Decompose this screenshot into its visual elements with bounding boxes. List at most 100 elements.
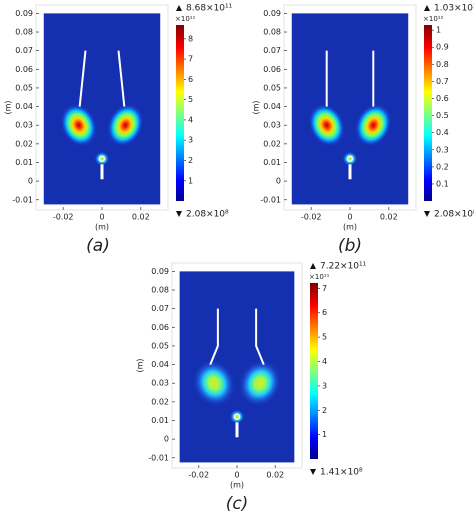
colorbar-multiplier: ×10¹¹	[309, 273, 330, 281]
y-tick-label: -0.01	[260, 195, 281, 204]
x-tick-label: 0.02	[380, 213, 398, 222]
colorbar-tick-label: 7	[188, 55, 193, 64]
y-tick-label: -0.01	[148, 453, 169, 462]
probe-tip	[233, 413, 241, 420]
x-axis-label: (m)	[95, 223, 109, 232]
min-marker	[310, 469, 316, 475]
y-tick-label: 0.06	[15, 65, 33, 74]
hot-spot	[60, 103, 98, 147]
x-tick-label: 0.02	[132, 213, 150, 222]
probe-tip	[346, 155, 354, 162]
panel-caption: (b)	[338, 236, 362, 256]
colorbar-min-label: 1.41×10⁸	[320, 468, 363, 478]
y-tick-label: 0	[28, 177, 33, 186]
colorbar	[424, 25, 432, 201]
electrode	[78, 50, 87, 107]
y-tick-label: 0.02	[263, 139, 281, 148]
y-tick-label: 0.04	[263, 102, 281, 111]
y-tick-label: 0.09	[15, 9, 33, 18]
colorbar-tick-label: 0.6	[436, 94, 449, 103]
panel-caption: (a)	[86, 236, 110, 256]
x-tick-label: -0.02	[188, 471, 209, 480]
x-tick-label: 0.02	[266, 471, 284, 480]
colorbar-tick-label: 1	[322, 430, 327, 439]
y-tick-label: -0.01	[12, 195, 33, 204]
y-tick-label: 0.03	[263, 121, 281, 130]
hot-spot	[238, 359, 282, 407]
y-tick-label: 0.08	[151, 286, 169, 295]
x-axis-label: (m)	[230, 481, 244, 490]
y-tick-label: 0.06	[263, 65, 281, 74]
electrode	[209, 308, 219, 365]
colorbar-tick-label: 2	[188, 156, 193, 165]
electrode	[255, 308, 265, 365]
colorbar-tick-label: 1	[188, 176, 193, 185]
probe-glow	[229, 409, 245, 425]
x-tick-label: -0.02	[53, 213, 74, 222]
hot-spot	[308, 103, 346, 147]
colorbar-tick-label: 4	[322, 357, 327, 366]
y-tick-label: 0.01	[151, 416, 169, 425]
probe	[235, 422, 239, 438]
x-tick-label: 0	[347, 213, 352, 222]
y-tick-label: 0.09	[151, 267, 169, 276]
hot-spot	[192, 359, 236, 407]
y-tick-label: 0.02	[151, 397, 169, 406]
colorbar-tick-label: 3	[322, 381, 327, 390]
colorbar-tick-label: 0.3	[436, 145, 449, 154]
colorbar-tick-label: 0.5	[436, 111, 449, 120]
colorbar-tick-label: 3	[188, 136, 193, 145]
colorbar-tick-label: 2	[322, 406, 327, 415]
y-tick-label: 0	[276, 177, 281, 186]
colorbar-tick-label: 0.1	[436, 179, 449, 188]
y-tick-label: 0.03	[15, 121, 33, 130]
y-tick-label: 0.01	[263, 158, 281, 167]
y-tick-label: 0.05	[151, 341, 169, 350]
probe-glow	[94, 151, 110, 167]
y-axis-label: (m)	[252, 100, 261, 114]
y-tick-label: 0.05	[15, 83, 33, 92]
y-tick-label: 0.05	[263, 83, 281, 92]
colorbar-tick-label: 0.4	[436, 128, 449, 137]
hot-spot	[354, 103, 392, 147]
field	[43, 13, 161, 205]
y-tick-label: 0.08	[15, 28, 33, 37]
field	[291, 13, 409, 205]
y-axis-label: (m)	[136, 358, 145, 372]
x-tick-label: 0	[99, 213, 104, 222]
x-axis-label: (m)	[343, 223, 357, 232]
colorbar-tick-label: 5	[188, 95, 193, 104]
y-axis-label: (m)	[4, 100, 13, 114]
y-tick-label: 0.04	[151, 360, 169, 369]
max-marker	[310, 263, 316, 269]
y-tick-label: 0.07	[15, 46, 33, 55]
colorbar-tick-label: 8	[188, 34, 193, 43]
panel-caption: (c)	[226, 494, 249, 514]
electrode	[117, 50, 126, 107]
max-marker	[424, 5, 430, 11]
min-marker	[424, 211, 430, 217]
colorbar-tick-label: 5	[322, 333, 327, 342]
y-tick-label: 0.02	[15, 139, 33, 148]
max-marker	[176, 5, 182, 11]
colorbar	[176, 25, 184, 201]
y-tick-label: 0.09	[263, 9, 281, 18]
x-tick-label: -0.02	[301, 213, 322, 222]
min-marker	[176, 211, 182, 217]
colorbar-tick-label: 6	[188, 75, 193, 84]
y-tick-label: 0.06	[151, 323, 169, 332]
colorbar-min-label: 2.08×10⁸	[434, 210, 474, 220]
y-tick-label: 0	[164, 435, 169, 444]
colorbar	[310, 283, 318, 459]
field	[179, 271, 295, 463]
colorbar-max-label: 7.22×10¹¹	[320, 262, 367, 272]
colorbar-tick-label: 1	[436, 26, 441, 35]
probe-glow	[342, 151, 358, 167]
y-tick-label: 0.07	[263, 46, 281, 55]
colorbar-tick-label: 0.8	[436, 60, 449, 69]
y-tick-label: 0.01	[15, 158, 33, 167]
colorbar-multiplier: ×10¹¹	[175, 15, 196, 23]
colorbar-tick-label: 0.9	[436, 43, 449, 52]
colorbar-tick-label: 6	[322, 308, 327, 317]
colorbar-tick-label: 0.2	[436, 162, 449, 171]
